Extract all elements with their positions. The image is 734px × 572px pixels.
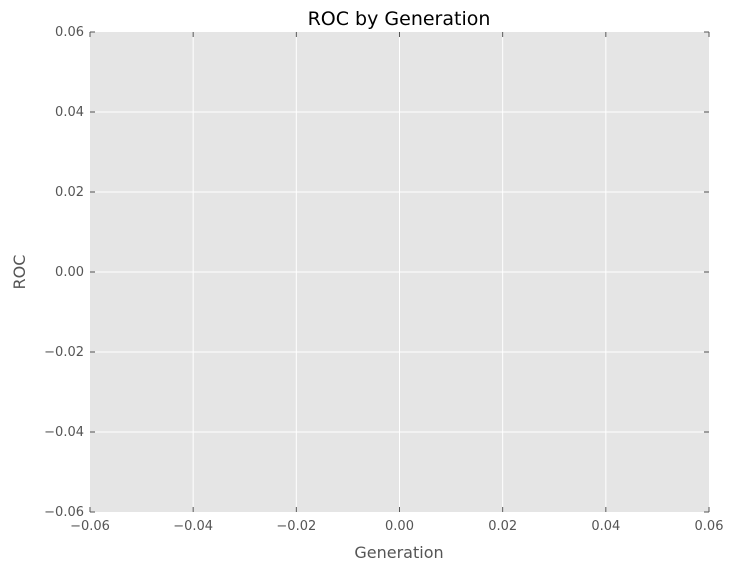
- axis-ticks: [89, 31, 710, 513]
- y-tick-label: 0.02: [55, 185, 84, 200]
- x-tick-label: 0.02: [488, 519, 517, 534]
- y-tick-label: 0.06: [55, 25, 84, 40]
- x-tick-label: 0.00: [385, 519, 414, 534]
- x-tick-labels: −0.06 −0.04 −0.02 0.00 0.02 0.04 0.06: [70, 519, 723, 534]
- y-axis-title: ROC: [10, 255, 29, 290]
- y-tick-label: −0.02: [44, 345, 84, 360]
- y-tick-label: −0.06: [44, 505, 84, 520]
- y-tick-label: 0.04: [55, 105, 84, 120]
- x-axis-title: Generation: [354, 543, 443, 562]
- x-tick-label: 0.06: [695, 519, 724, 534]
- y-tick-labels: −0.06 −0.04 −0.02 0.00 0.02 0.04 0.06: [44, 25, 84, 520]
- y-tick-label: 0.00: [55, 265, 84, 280]
- y-tick-label: −0.04: [44, 425, 84, 440]
- chart-title: ROC by Generation: [308, 8, 491, 30]
- x-tick-label: 0.04: [591, 519, 620, 534]
- x-tick-label: −0.06: [70, 519, 110, 534]
- grid-lines: [90, 32, 709, 512]
- x-tick-label: −0.02: [276, 519, 316, 534]
- x-tick-label: −0.04: [173, 519, 213, 534]
